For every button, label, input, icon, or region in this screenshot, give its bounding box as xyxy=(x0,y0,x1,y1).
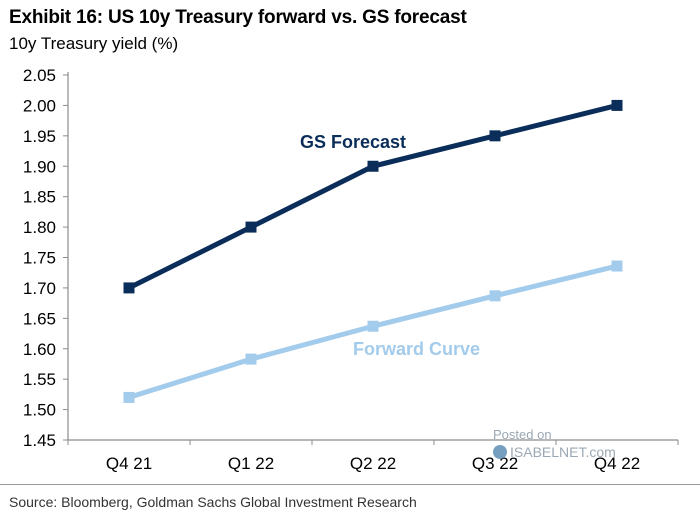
y-tick-label: 1.70 xyxy=(23,279,56,298)
forward-point xyxy=(489,290,501,302)
y-axis-label: 10y Treasury yield (%) xyxy=(9,34,179,53)
gs-point xyxy=(611,99,623,111)
x-tick-label: Q3 22 xyxy=(472,454,518,473)
axes xyxy=(63,72,679,445)
gs-forecast-series-label: GS Forecast xyxy=(300,132,406,152)
forward-point xyxy=(245,353,257,365)
x-tick-label: Q2 22 xyxy=(350,454,396,473)
x-tick-labels: Q4 21 Q1 22 Q2 22 Q3 22 Q4 22 xyxy=(106,454,640,473)
watermark-line2: ISABELNET.com xyxy=(510,444,616,460)
watermark: Posted on ISABELNET.com xyxy=(493,427,616,460)
x-tick-label: Q4 21 xyxy=(106,454,152,473)
gs-point xyxy=(123,282,135,294)
forward-point xyxy=(611,260,623,272)
y-tick-label: 1.90 xyxy=(23,157,56,176)
y-tick-label: 1.60 xyxy=(23,340,56,359)
y-tick-label: 1.85 xyxy=(23,188,56,207)
y-tick-label: 2.00 xyxy=(23,96,56,115)
y-tick-label: 2.05 xyxy=(23,66,56,85)
x-tick-label: Q1 22 xyxy=(228,454,274,473)
y-tick-label: 1.65 xyxy=(23,309,56,328)
y-tick-labels: 1.45 1.50 1.55 1.60 1.65 1.70 1.75 1.80 1.85 1.90… xyxy=(23,66,56,450)
watermark-line1: Posted on xyxy=(493,427,552,442)
x-tick-label: Q4 22 xyxy=(594,454,640,473)
gs-point xyxy=(489,130,501,142)
forward-point xyxy=(123,391,135,403)
y-tick-label: 1.75 xyxy=(23,249,56,268)
forward-point xyxy=(367,320,379,332)
y-tick-label: 1.95 xyxy=(23,127,56,146)
y-tick-label: 1.55 xyxy=(23,370,56,389)
chart-title: Exhibit 16: US 10y Treasury forward vs. … xyxy=(9,7,467,28)
watermark-globe-icon xyxy=(493,445,507,459)
series xyxy=(123,99,623,403)
forward-curve-series-label: Forward Curve xyxy=(353,339,480,359)
y-tick-label: 1.45 xyxy=(23,431,56,450)
y-tick-label: 1.50 xyxy=(23,401,56,420)
footer-divider xyxy=(0,484,700,485)
gs-point xyxy=(245,221,257,233)
y-tick-label: 1.80 xyxy=(23,218,56,237)
source-note: Source: Bloomberg, Goldman Sachs Global … xyxy=(9,494,417,510)
gs-point xyxy=(367,160,379,172)
